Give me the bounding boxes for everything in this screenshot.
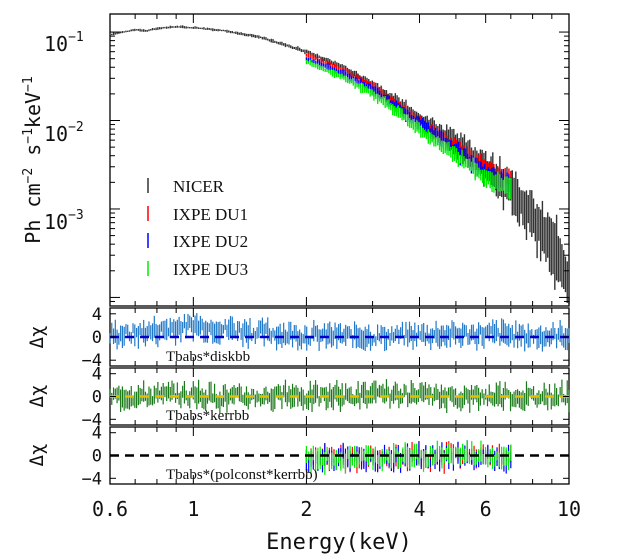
residual-panel-1: 4 0 −4 bbox=[82, 305, 570, 371]
ticks-layer: 0.6 1 2 4 6 10 bbox=[92, 14, 581, 521]
x-tick-label: 10 bbox=[557, 497, 581, 521]
x-tick-label: 2 bbox=[300, 497, 312, 521]
x-tick-label: 1 bbox=[187, 497, 199, 521]
x-tick-label: 6 bbox=[480, 497, 492, 521]
x-tick-label: 4 bbox=[413, 497, 425, 521]
residual-y-tick-label: 0 bbox=[92, 388, 102, 408]
main-y-tick-label: 10−1 bbox=[44, 30, 84, 56]
residual-series-ixpe-du2 bbox=[305, 440, 512, 474]
main-y-axis-label: Ph cm−2 s−1keV−1 bbox=[21, 76, 45, 243]
series-ixpe-du3 bbox=[305, 59, 512, 200]
residual-series-layer: 40−440−440−4 bbox=[82, 305, 570, 489]
residual-y-tick-label: −4 bbox=[82, 351, 102, 371]
legend-label-du1: IXPE DU1 bbox=[173, 205, 248, 224]
residual-y-tick-label: 0 bbox=[92, 328, 102, 348]
x-axis-label: Energy(keV) bbox=[266, 530, 412, 555]
residual-y-tick-label: 4 bbox=[92, 305, 102, 325]
residual-2-y-label: Δχ bbox=[26, 385, 48, 408]
residual-3-model-label: Tbabs*(polconst*kerrbb) bbox=[166, 467, 318, 483]
residual-y-tick-label: −4 bbox=[82, 469, 102, 489]
main-panel-frame bbox=[109, 13, 570, 307]
residual-series-nicer bbox=[109, 313, 570, 352]
main-y-tick-label: 10−2 bbox=[44, 120, 84, 146]
residual-series-ixpe-du1 bbox=[305, 441, 512, 474]
residual-y-tick-label: 0 bbox=[92, 447, 102, 467]
residual-series-ixpe-du3 bbox=[305, 440, 512, 475]
legend-label-du3: IXPE DU3 bbox=[173, 260, 248, 279]
main-y-tick-labels: 10−1 10−2 10−3 bbox=[44, 30, 84, 234]
main-series-layer bbox=[109, 25, 570, 304]
residual-y-tick-label: 4 bbox=[92, 365, 102, 385]
residual-1-model-label: Tbabs*diskbb bbox=[166, 349, 250, 365]
x-tick-label: 0.6 bbox=[92, 497, 128, 521]
residual-1-y-label: Δχ bbox=[26, 326, 48, 349]
residual-panel-3: 4 0−4 bbox=[82, 424, 569, 489]
residual-y-tick-label: 4 bbox=[92, 424, 102, 444]
residual-3-y-label: Δχ bbox=[26, 444, 48, 467]
legend: NICER IXPE DU1 IXPE DU2 IXPE DU3 bbox=[147, 177, 248, 279]
residual-panel-2: 4 0−4 bbox=[82, 365, 570, 430]
legend-label-du2: IXPE DU2 bbox=[173, 232, 248, 251]
main-y-tick-label: 10−3 bbox=[44, 208, 84, 234]
residual-y-tick-label: −4 bbox=[82, 410, 102, 430]
residual-2-model-label: Tbabs*kerrbb bbox=[166, 408, 249, 424]
legend-label-nicer: NICER bbox=[173, 177, 225, 196]
